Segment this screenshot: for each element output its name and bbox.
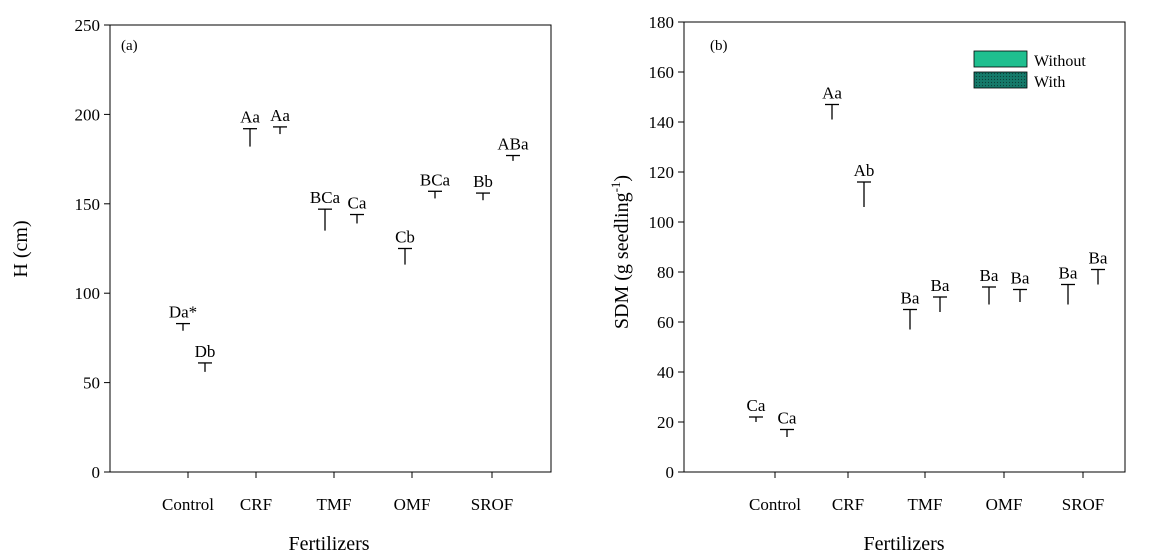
panel-b-y-axis-title-close: ) — [611, 175, 633, 182]
legend-swatch-without — [973, 50, 1028, 68]
panel-b-label: (b) — [710, 38, 728, 54]
y-tick-label: 120 — [649, 163, 675, 182]
panel-b-y-axis-title-main: SDM (g seedling — [611, 192, 633, 329]
significance-label: Ba — [901, 289, 920, 308]
x-tick-label: OMF — [394, 495, 431, 514]
x-tick-label: SROF — [471, 495, 514, 514]
significance-label: Ca — [348, 194, 367, 213]
panel-b-chart: (b) Fertilizers SDM (g seedling-1) 0 20 40… — [608, 13, 1126, 555]
y-tick-label: 50 — [83, 374, 100, 393]
significance-label: Aa — [270, 106, 290, 125]
significance-label: Ab — [854, 161, 875, 180]
y-tick-label: 0 — [666, 463, 675, 482]
significance-label: Ba — [1089, 249, 1108, 268]
x-tick-label: Control — [162, 495, 214, 514]
y-tick-label: 140 — [649, 113, 675, 132]
panel-a-plot-frame — [109, 24, 552, 473]
significance-label: Ca — [778, 409, 797, 428]
panel-b-marks: 0 20 40 60 80 100 120 140 160 180 Control CRF TMF OMF… — [649, 13, 1108, 514]
significance-label: Ba — [1059, 264, 1078, 283]
significance-label: Ba — [1011, 269, 1030, 288]
panel-b-y-axis-title: SDM (g seedling-1) — [608, 175, 633, 329]
y-tick-label: 60 — [657, 313, 674, 332]
significance-label: BCa — [310, 188, 341, 207]
legend: Without With — [973, 50, 1086, 91]
legend-label-without: Without — [1034, 53, 1086, 70]
significance-label: Bb — [473, 172, 493, 191]
y-tick-label: 0 — [92, 463, 101, 482]
y-tick-label: 20 — [657, 413, 674, 432]
panel-a-chart: (a) Fertilizers H (cm) 0 50 100 150 200 250 Co… — [10, 16, 552, 555]
significance-label: Ba — [931, 276, 950, 295]
legend-item-without: Without — [973, 50, 1086, 70]
y-tick-label: 80 — [657, 263, 674, 282]
y-tick-label: 180 — [649, 13, 675, 32]
y-tick-label: 160 — [649, 63, 675, 82]
significance-label: Da* — [169, 303, 197, 322]
y-tick-label: 250 — [75, 16, 101, 35]
y-tick-label: 40 — [657, 363, 674, 382]
significance-label: Ba — [980, 266, 999, 285]
significance-label: Ca — [747, 396, 766, 415]
significance-label: Aa — [822, 84, 842, 103]
significance-label: Db — [195, 342, 216, 361]
x-tick-label: SROF — [1062, 495, 1105, 514]
y-tick-label: 200 — [75, 105, 101, 124]
significance-label: ABa — [497, 135, 529, 154]
x-tick-label: CRF — [832, 495, 864, 514]
panel-b-x-axis-title: Fertilizers — [863, 533, 944, 555]
significance-label: Cb — [395, 228, 415, 247]
legend-item-with: With — [973, 71, 1065, 91]
x-tick-label: TMF — [317, 495, 352, 514]
y-tick-label: 100 — [649, 213, 675, 232]
panel-a-x-axis-title: Fertilizers — [288, 533, 369, 555]
significance-label: BCa — [420, 170, 451, 189]
x-tick-label: CRF — [240, 495, 272, 514]
y-tick-label: 150 — [75, 195, 101, 214]
significance-label: Aa — [240, 108, 260, 127]
panel-b-y-axis-title-sup: -1 — [608, 182, 623, 193]
y-tick-label: 100 — [75, 284, 101, 303]
panel-a-y-axis-title: H (cm) — [10, 220, 32, 277]
x-tick-label: OMF — [986, 495, 1023, 514]
legend-swatch-with — [973, 71, 1028, 89]
panel-b-plot-frame — [683, 21, 1126, 473]
panel-a-marks: 0 50 100 150 200 250 Control CRF TMF OMF SROF Da* Aa… — [75, 16, 530, 514]
x-tick-label: Control — [749, 495, 801, 514]
x-tick-label: TMF — [908, 495, 943, 514]
legend-label-with: With — [1034, 74, 1065, 91]
panel-a-label: (a) — [121, 38, 138, 54]
